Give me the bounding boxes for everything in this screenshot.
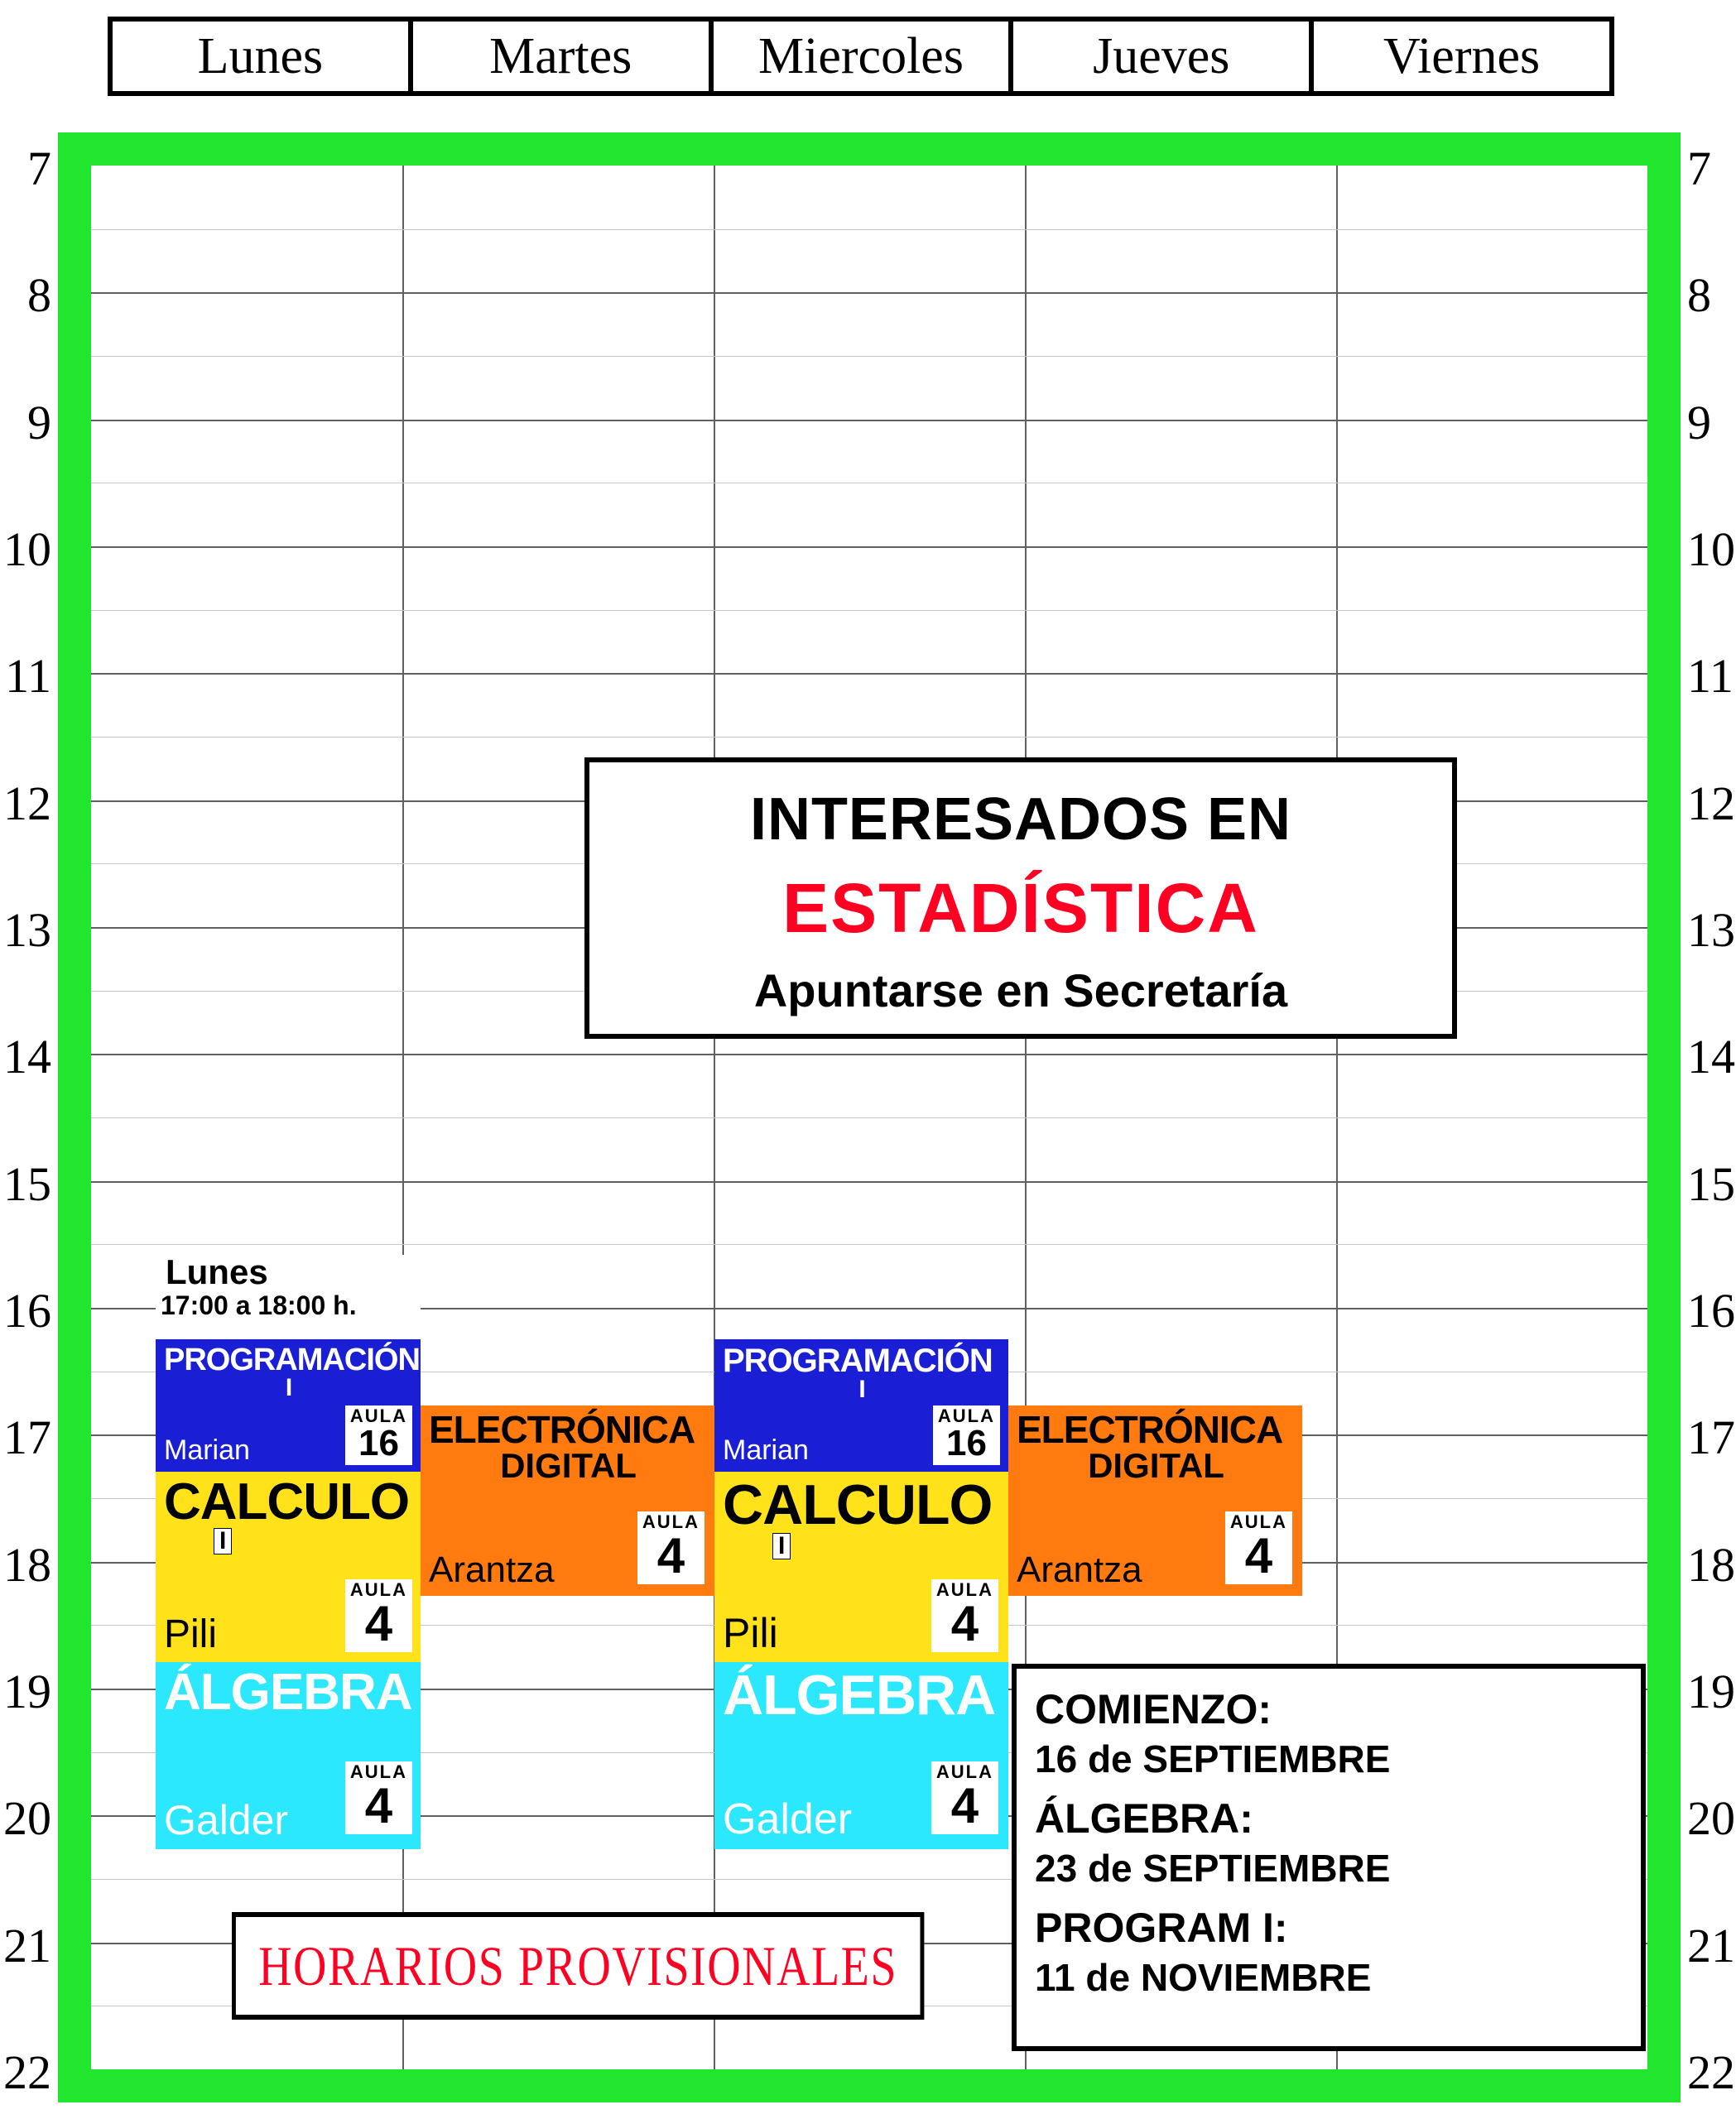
class-title: ÁLGEBRA [723, 1667, 1002, 1723]
class-teacher: Pili [723, 1609, 778, 1657]
hour-label-right: 21 [1687, 1918, 1735, 1973]
notice-line3: Apuntarse en Secretaría [619, 963, 1422, 1017]
hour-label-left: 16 [0, 1283, 51, 1338]
class-block-calc-mie: CALCULOI Pili AULA4 [714, 1472, 1008, 1662]
class-title: ELECTRÓNICA [1017, 1410, 1296, 1449]
hour-label-right: 17 [1687, 1410, 1735, 1465]
aula-badge: AULA16 [345, 1405, 412, 1465]
notice-line2: ESTADÍSTICA [619, 868, 1422, 949]
hour-label-right: 13 [1687, 902, 1735, 958]
class-teacher: Marian [723, 1434, 809, 1467]
hour-label-right: 22 [1687, 2045, 1735, 2100]
class-block-prog-mie: PROGRAMACIÓNI Marian AULA16 [714, 1339, 1008, 1472]
day-cell: Lunes [113, 22, 413, 91]
aula-badge: AULA4 [931, 1579, 998, 1652]
class-teacher: Marian [164, 1434, 250, 1467]
hour-label-left: 10 [0, 521, 51, 577]
hour-label-left: 19 [0, 1664, 51, 1719]
class-sub: I [214, 1528, 232, 1554]
lunes-note-title: Lunes [156, 1255, 421, 1290]
lunes-note: Lunes 17:00 a 18:00 h. [156, 1255, 421, 1339]
dates-hdr: COMIENZO: [1035, 1684, 1626, 1736]
hour-label-left: 15 [0, 1156, 51, 1212]
class-title: ELECTRÓNICA [429, 1410, 708, 1449]
hour-label-right: 12 [1687, 776, 1735, 831]
class-teacher: Pili [164, 1612, 217, 1657]
class-sub: I [723, 1377, 1002, 1402]
aula-badge: AULA16 [933, 1405, 1000, 1465]
hour-label-left: 11 [0, 648, 51, 704]
class-title: PROGRAMACIÓN [164, 1344, 414, 1376]
hour-label-left: 13 [0, 902, 51, 958]
hour-label-left: 18 [0, 1537, 51, 1593]
class-teacher: Galder [723, 1795, 852, 1844]
dates-val: 23 de SEPTIEMBRE [1035, 1845, 1626, 1893]
class-title: CALCULO [723, 1477, 1002, 1533]
hour-label-left: 14 [0, 1029, 51, 1084]
day-cell: Jueves [1013, 22, 1314, 91]
class-title: PROGRAMACIÓN [723, 1344, 1002, 1377]
class-sub: DIGITAL [1017, 1449, 1296, 1483]
hour-label-left: 8 [0, 267, 51, 323]
aula-badge: AULA4 [1225, 1511, 1292, 1584]
class-sub: I [164, 1376, 414, 1401]
class-teacher: Arantza [429, 1550, 555, 1591]
dates-val: 16 de SEPTIEMBRE [1035, 1736, 1626, 1784]
page: Lunes Martes Miercoles Jueves Viernes 7 7… [0, 0, 1736, 2119]
aula-badge: AULA4 [345, 1579, 412, 1652]
day-cell: Martes [413, 22, 714, 91]
hour-label-right: 9 [1687, 395, 1711, 450]
class-block-alg-mie: ÁLGEBRA Galder AULA4 [714, 1662, 1008, 1849]
hour-label-right: 11 [1687, 648, 1734, 704]
hour-label-right: 8 [1687, 267, 1711, 323]
schedule-frame: INTERESADOS EN ESTADÍSTICA Apuntarse en … [58, 132, 1681, 2102]
hour-label-left: 7 [0, 141, 51, 196]
aula-badge: AULA4 [637, 1511, 704, 1584]
lunes-note-time: 17:00 a 18:00 h. [156, 1290, 421, 1321]
hour-label-right: 20 [1687, 1790, 1735, 1846]
hour-label-right: 18 [1687, 1537, 1735, 1593]
hour-label-left: 17 [0, 1410, 51, 1465]
class-sub: I [772, 1533, 791, 1559]
day-cell: Viernes [1314, 22, 1609, 91]
hour-label-right: 16 [1687, 1283, 1735, 1338]
aula-badge: AULA4 [345, 1761, 412, 1834]
dates-hdr: ÁLGEBRA: [1035, 1793, 1626, 1845]
hour-label-left: 20 [0, 1790, 51, 1846]
class-block-alg-lun: ÁLGEBRA Galder AULA4 [156, 1662, 421, 1849]
dates-hdr: PROGRAM I: [1035, 1902, 1626, 1954]
class-teacher: Arantza [1017, 1550, 1142, 1591]
class-teacher: Galder [164, 1796, 288, 1844]
hour-label-right: 7 [1687, 141, 1711, 196]
dates-val: 11 de NOVIEMBRE [1035, 1954, 1626, 2002]
class-title: ÁLGEBRA [164, 1667, 414, 1718]
aula-badge: AULA4 [931, 1761, 998, 1834]
hour-label-right: 10 [1687, 521, 1735, 577]
hour-label-left: 22 [0, 2045, 51, 2100]
class-block-prog-lun: PROGRAMACIÓNI Marian AULA16 [156, 1339, 421, 1472]
notice-box: INTERESADOS EN ESTADÍSTICA Apuntarse en … [584, 757, 1457, 1039]
class-block-elec-mar: ELECTRÓNICADIGITAL Arantza AULA4 [421, 1405, 714, 1596]
class-title: CALCULO [164, 1477, 414, 1528]
day-header: Lunes Martes Miercoles Jueves Viernes [108, 17, 1614, 96]
class-block-elec-jue: ELECTRÓNICADIGITAL Arantza AULA4 [1008, 1405, 1302, 1596]
notice-line1: INTERESADOS EN [619, 786, 1422, 853]
hour-label-right: 19 [1687, 1664, 1735, 1719]
hour-label-right: 14 [1687, 1029, 1735, 1084]
schedule-grid: INTERESADOS EN ESTADÍSTICA Apuntarse en … [91, 166, 1647, 2069]
dates-box: COMIENZO: 16 de SEPTIEMBRE ÁLGEBRA: 23 d… [1012, 1664, 1646, 2051]
hour-label-left: 21 [0, 1918, 51, 1973]
hour-label-left: 9 [0, 395, 51, 450]
day-cell: Miercoles [714, 22, 1014, 91]
class-block-calc-lun: CALCULOI Pili AULA4 [156, 1472, 421, 1662]
class-sub: DIGITAL [429, 1449, 708, 1483]
provisional-box: HORARIOS PROVISIONALES [232, 1912, 924, 2020]
provisional-text: HORARIOS PROVISIONALES [258, 1934, 897, 1999]
hour-label-left: 12 [0, 776, 51, 831]
hour-label-right: 15 [1687, 1156, 1735, 1212]
